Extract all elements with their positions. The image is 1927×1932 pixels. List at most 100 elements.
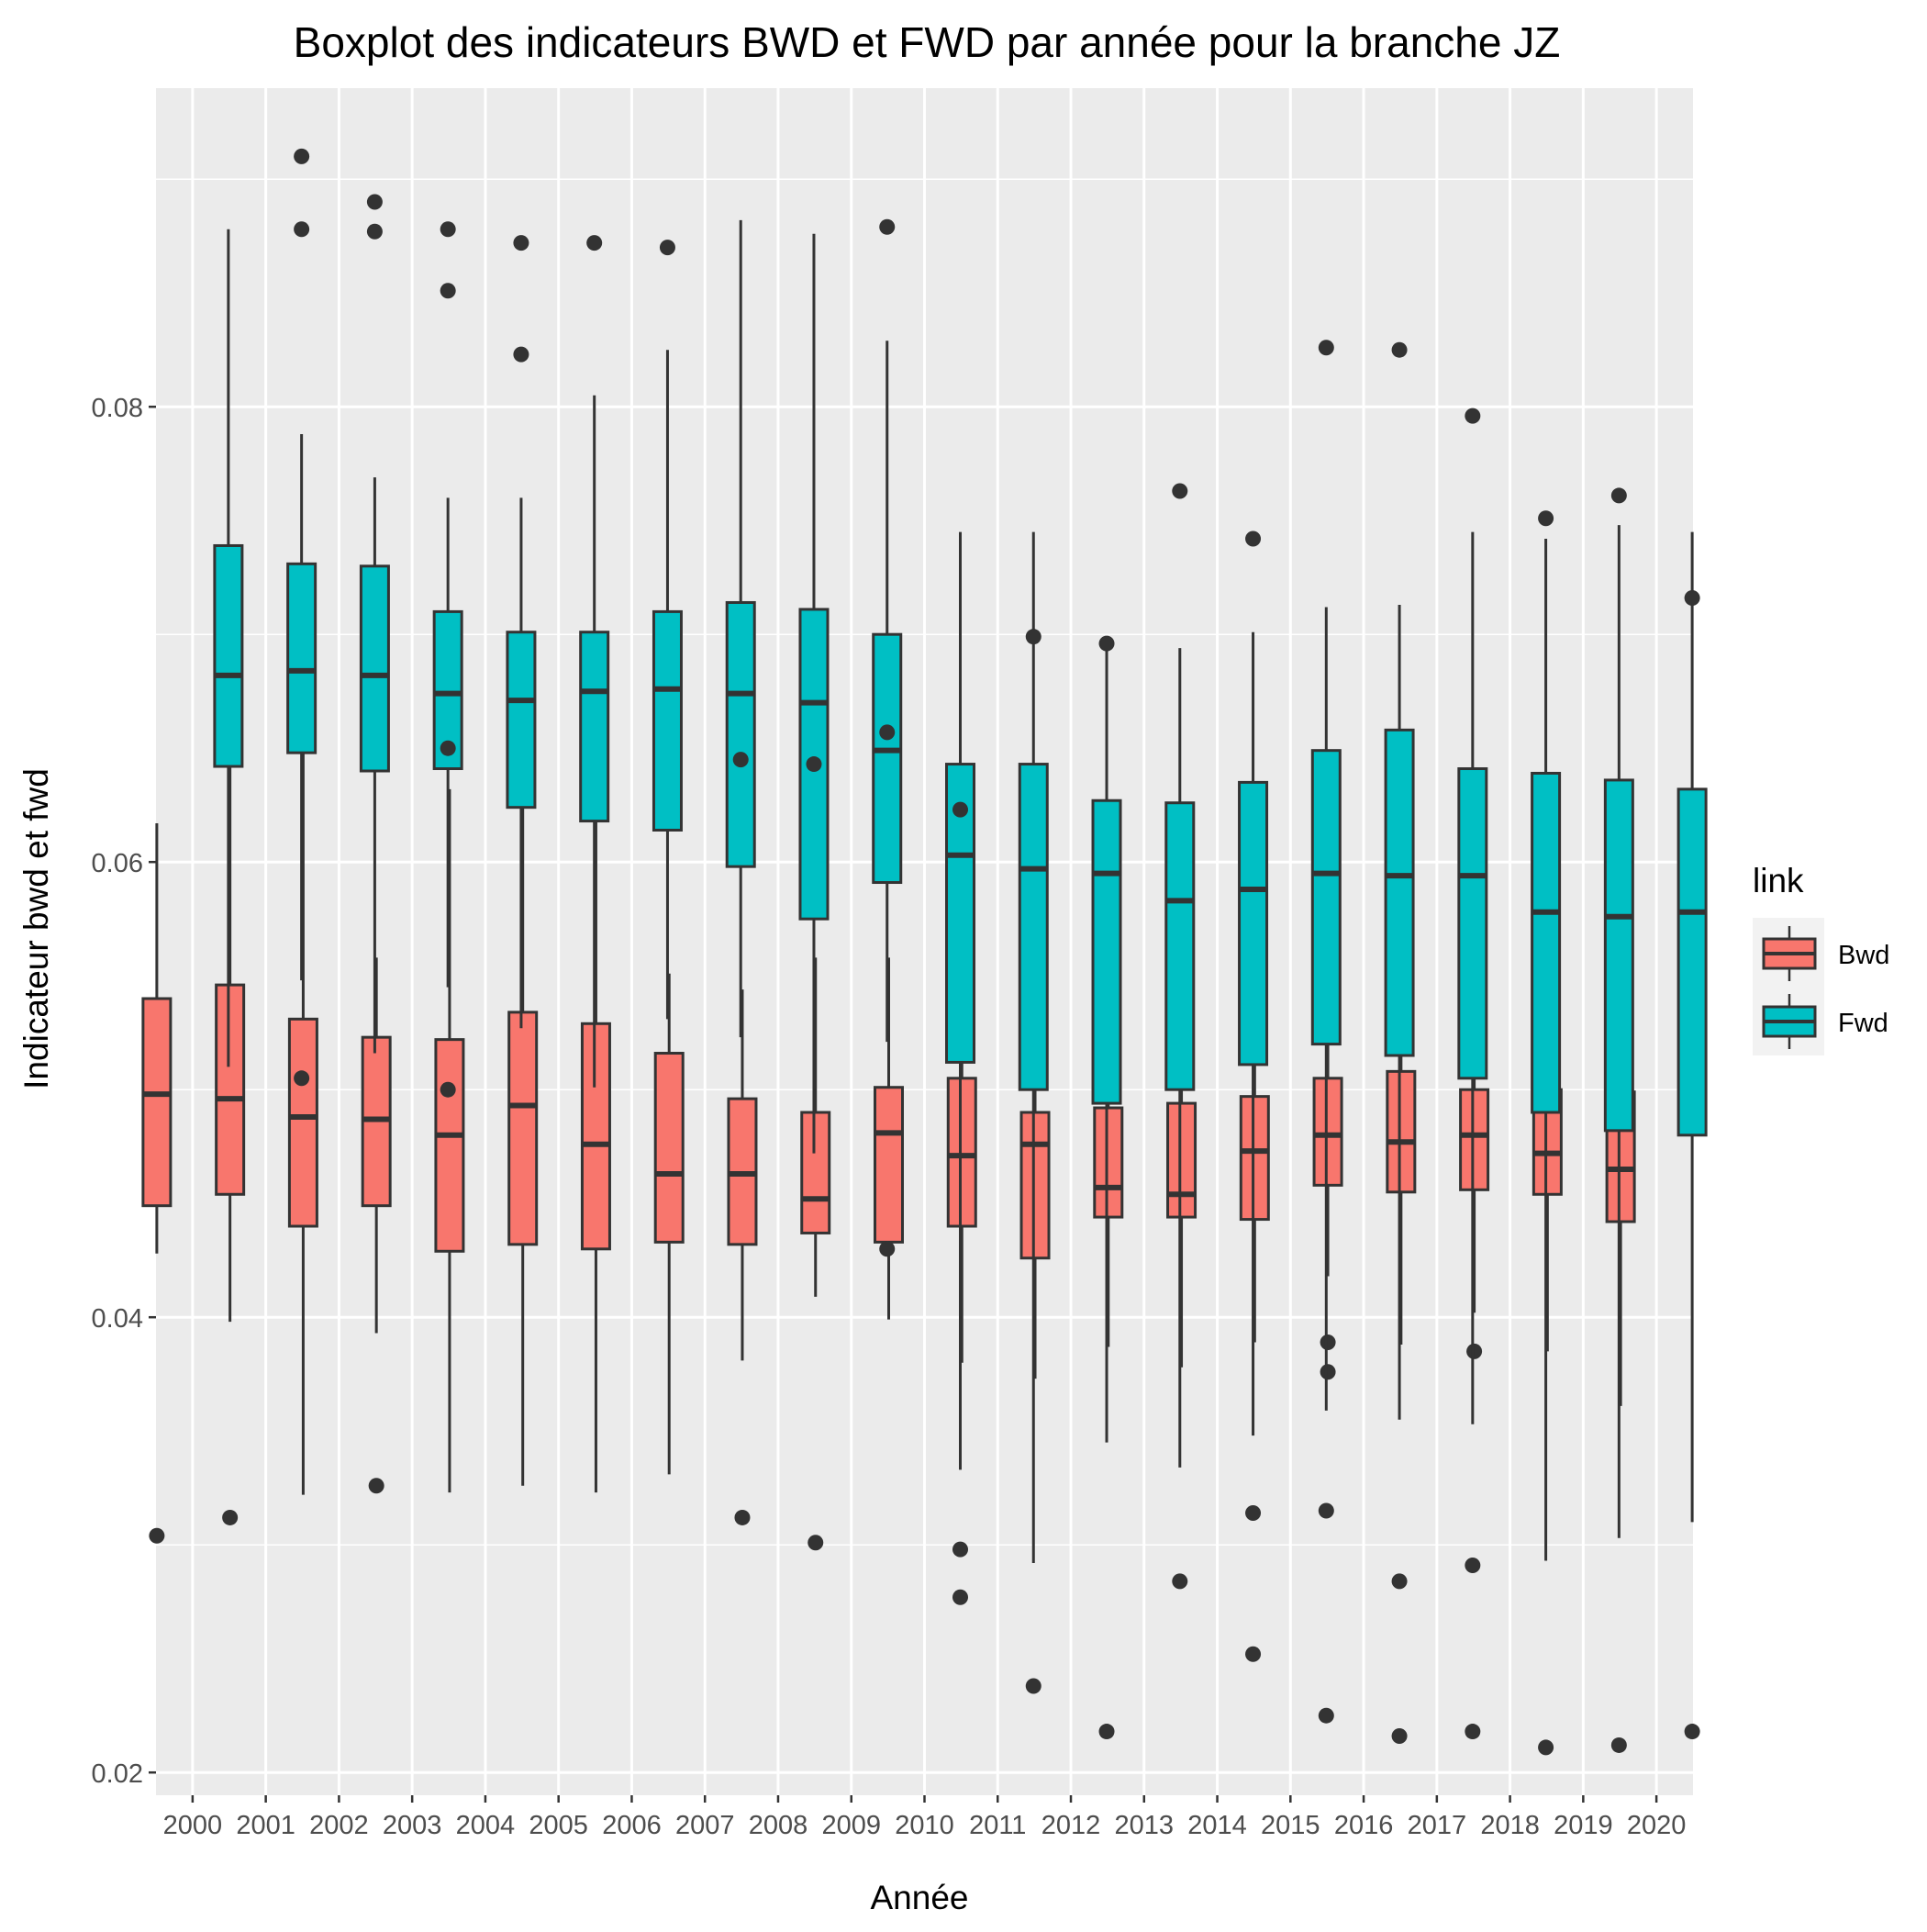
outlier-point (586, 235, 603, 251)
outlier-point (879, 218, 896, 235)
grid-major (156, 88, 1693, 1795)
chart-title: Boxplot des indicateurs BWD et FWD par a… (294, 18, 1561, 66)
outlier-point (659, 240, 675, 256)
box-iqr (506, 631, 537, 810)
x-tick-label: 2012 (1041, 1811, 1101, 1840)
outlier-point (440, 740, 456, 756)
outlier-point (808, 1535, 824, 1551)
legend-label-bwd: Bwd (1838, 941, 1889, 970)
box-fwd-2019 (1603, 487, 1634, 1753)
legend-item-bwd: Bwd (1762, 926, 1889, 981)
box-fwd-2004 (506, 235, 537, 1029)
outlier-point (440, 1081, 456, 1098)
box-iqr (507, 1011, 539, 1246)
outlier-point (1025, 629, 1041, 645)
box-iqr (1093, 1106, 1124, 1219)
x-tick-label: 2011 (969, 1811, 1026, 1840)
box-iqr (141, 997, 173, 1208)
outlier-point (1318, 340, 1334, 356)
x-tick-label: 2020 (1627, 1811, 1687, 1840)
box-iqr (434, 1038, 465, 1253)
box-iqr (652, 609, 683, 832)
box-bwd-2009 (800, 957, 831, 1551)
x-tick-label: 2007 (675, 1811, 735, 1840)
x-tick-label: 2002 (309, 1811, 369, 1840)
outlier-point (1465, 408, 1481, 424)
box-iqr (1457, 767, 1488, 1080)
box-iqr (213, 543, 244, 768)
box-fwd-2011 (1018, 531, 1049, 1694)
outlier-point (513, 346, 529, 363)
outlier-point (366, 223, 383, 240)
outlier-point (368, 1478, 384, 1494)
outlier-point (294, 221, 310, 238)
outlier-point (1098, 1724, 1115, 1740)
box-fwd-2015 (1310, 340, 1342, 1724)
box-fwd-2018 (1531, 510, 1562, 1756)
box-iqr (579, 631, 610, 823)
box-iqr (359, 564, 390, 773)
box-iqr (1239, 1095, 1270, 1222)
outlier-point (732, 752, 749, 768)
legend-item-fwd: Fwd (1762, 994, 1888, 1049)
box-iqr (1676, 787, 1708, 1137)
x-tick-label: 2019 (1554, 1811, 1613, 1840)
outlier-point (734, 1509, 751, 1525)
outlier-point (1320, 1334, 1336, 1350)
box-iqr (874, 1086, 904, 1244)
x-tick-label: 2000 (163, 1811, 223, 1840)
box-bwd-2013 (1093, 1000, 1124, 1347)
box-iqr (1459, 1088, 1490, 1191)
x-tick-label: 2010 (895, 1811, 954, 1840)
outlier-point (1318, 1502, 1334, 1519)
box-fwd-2014 (1238, 530, 1269, 1662)
box-fwd-2000 (213, 229, 244, 1067)
box-fwd-2008 (798, 233, 830, 1154)
outlier-point (1391, 1573, 1408, 1590)
box-iqr (800, 1111, 831, 1234)
y-axis: 0.02 0.04 0.06 0.08 (92, 394, 156, 1789)
outlier-point (222, 1509, 239, 1525)
outlier-point (1245, 1504, 1262, 1521)
outlier-point (1538, 510, 1554, 527)
outlier-point (1318, 1707, 1334, 1724)
legend-label-fwd: Fwd (1838, 1009, 1888, 1038)
box-iqr (580, 1022, 611, 1251)
outlier-point (1684, 590, 1700, 607)
box-iqr (1019, 1111, 1051, 1260)
box-iqr (872, 632, 903, 885)
outlier-point (1245, 530, 1262, 547)
x-tick-label: 2004 (456, 1811, 516, 1840)
outlier-point (1684, 1724, 1700, 1740)
box-fwd-2012 (1091, 635, 1122, 1740)
box-fwd-2003 (432, 221, 463, 1098)
x-tick-label: 2014 (1187, 1811, 1247, 1840)
y-axis-label: Indicateur bwd et fwd (17, 768, 55, 1089)
box-iqr (1603, 778, 1634, 1133)
box-iqr (286, 562, 317, 754)
outlier-point (294, 1070, 310, 1087)
box-fwd-2006 (652, 240, 683, 1020)
box-fwd-2016 (1384, 341, 1415, 1745)
box-fwd-2020 (1676, 531, 1708, 1740)
box-bwd-2018 (1459, 989, 1490, 1359)
outlier-point (1172, 483, 1188, 499)
outlier-point (952, 801, 968, 818)
outlier-point (1610, 487, 1627, 504)
outlier-point (1391, 341, 1408, 358)
box-bwd-2000 (141, 823, 173, 1544)
x-tick-label: 2001 (236, 1811, 295, 1840)
box-iqr (1018, 763, 1049, 1091)
y-tick-label: 0.02 (92, 1759, 143, 1789)
box-iqr (1312, 1077, 1343, 1187)
x-axis: 2000 2001 2002 2003 2004 2005 2006 2007 2008 2009… (163, 1795, 1687, 1840)
outlier-point (1465, 1558, 1481, 1574)
box-iqr (945, 763, 975, 1064)
outlier-point (366, 194, 383, 210)
y-tick-label: 0.08 (92, 394, 143, 423)
x-tick-label: 2005 (529, 1811, 588, 1840)
outlier-point (1025, 1678, 1041, 1694)
outlier-point (879, 724, 896, 741)
